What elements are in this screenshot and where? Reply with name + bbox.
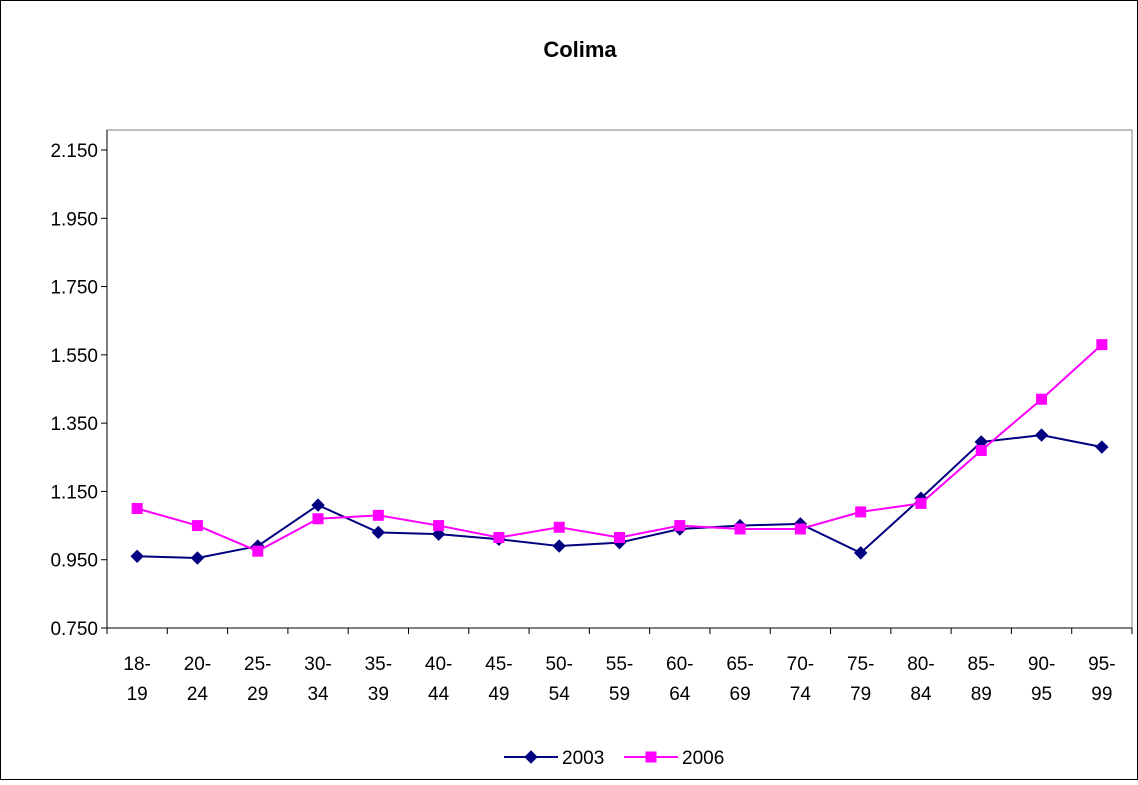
data-point-2006 (855, 506, 867, 518)
x-tick-label: 35- (365, 654, 392, 675)
legend-label-2006: 2006 (682, 748, 724, 769)
x-tick-label: 44 (428, 684, 450, 705)
x-tick-label: 65- (726, 654, 753, 675)
y-tick-label: 1.750 (50, 278, 98, 299)
x-tick-label: 84 (910, 684, 932, 705)
data-point-2003 (130, 549, 144, 564)
x-tick-label: 59 (609, 684, 630, 705)
data-point-2003 (1095, 440, 1109, 454)
x-tick-label: 60- (666, 654, 693, 675)
data-point-2003 (552, 539, 566, 553)
x-tick-label: 20- (184, 654, 211, 675)
y-tick-label: 0.950 (50, 551, 98, 572)
data-point-2006 (433, 520, 445, 532)
x-tick-label: 95 (1031, 684, 1052, 705)
x-tick-label: 75- (847, 654, 874, 675)
data-point-2006 (915, 497, 927, 509)
x-tick-label: 95- (1088, 654, 1115, 675)
x-tick-label: 34 (307, 684, 329, 705)
x-tick-label: 29 (247, 684, 268, 705)
x-tick-label: 25- (244, 654, 271, 675)
y-tick-label: 1.950 (50, 209, 98, 230)
data-point-2006 (1096, 339, 1108, 351)
data-point-2003 (371, 525, 386, 540)
x-tick-label: 99 (1091, 684, 1112, 705)
data-point-2003 (431, 527, 446, 541)
x-tick-label: 70- (787, 654, 814, 675)
data-point-2006 (252, 545, 264, 557)
data-point-2006 (553, 521, 565, 533)
y-tick-label: 1.150 (50, 482, 98, 503)
x-tick-label: 24 (187, 684, 209, 705)
y-tick-label: 1.550 (50, 346, 98, 367)
x-tick-label: 49 (488, 684, 509, 705)
legend-marker-2003 (524, 750, 538, 764)
data-point-2003 (1034, 428, 1049, 442)
x-tick-label: 74 (790, 684, 812, 705)
x-tick-label: 55- (606, 654, 633, 675)
data-point-2006 (975, 444, 987, 456)
data-point-2006 (734, 523, 746, 535)
x-tick-label: 54 (549, 684, 571, 705)
data-point-2003 (190, 551, 205, 565)
data-point-2006 (1036, 393, 1048, 405)
data-point-2003 (853, 546, 868, 560)
data-point-2006 (372, 509, 384, 521)
data-point-2006 (312, 513, 324, 525)
x-tick-label: 69 (730, 684, 751, 705)
x-tick-label: 50- (545, 654, 572, 675)
x-tick-label: 90- (1028, 654, 1055, 675)
data-point-2006 (131, 503, 143, 514)
x-tick-label: 18- (123, 654, 150, 675)
x-tick-label: 39 (368, 684, 389, 705)
data-point-2006 (794, 523, 806, 535)
x-tick-label: 64 (669, 684, 691, 705)
chart-title: Colima (543, 37, 617, 62)
legend-marker-2006 (645, 751, 657, 763)
y-tick-label: 0.750 (50, 619, 98, 640)
x-tick-label: 80- (907, 654, 934, 675)
x-tick-label: 30- (304, 654, 331, 675)
data-point-2006 (191, 520, 203, 532)
x-tick-label: 19 (127, 684, 148, 705)
data-point-2006 (674, 520, 686, 532)
x-tick-label: 85- (968, 654, 995, 675)
x-tick-label: 45- (485, 654, 512, 675)
x-tick-label: 40- (425, 654, 452, 675)
x-tick-label: 79 (850, 684, 871, 705)
x-tick-label: 89 (971, 684, 992, 705)
data-point-2006 (614, 532, 625, 544)
legend-label-2003: 2003 (562, 748, 604, 769)
y-tick-label: 1.350 (50, 414, 98, 435)
data-point-2006 (493, 532, 505, 544)
y-tick-label: 2.150 (50, 141, 98, 162)
legend: 2003 2006 (504, 748, 724, 769)
data-point-2003 (311, 498, 325, 512)
